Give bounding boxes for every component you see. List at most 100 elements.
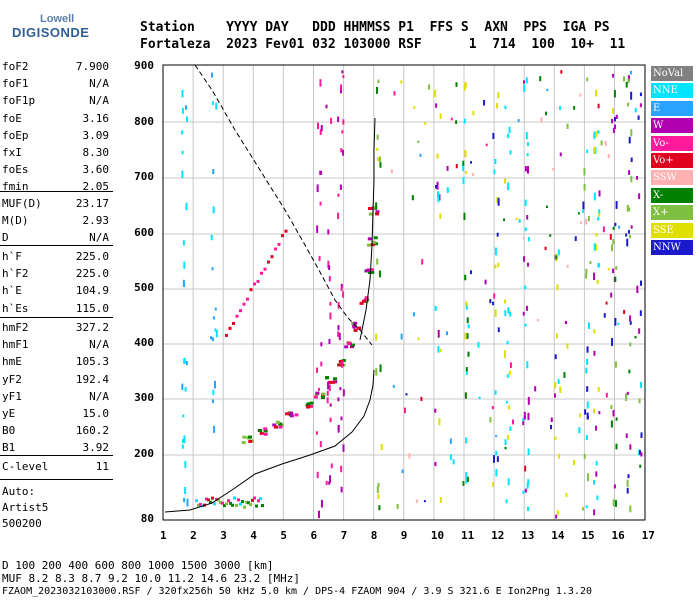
echo-mark — [326, 390, 329, 396]
echo-mark — [527, 479, 530, 486]
echo-mark — [630, 225, 633, 229]
echo-mark — [556, 510, 559, 515]
echo-mark — [536, 319, 539, 322]
auto-label: Auto: — [2, 485, 36, 498]
echo-mark — [316, 225, 319, 233]
param-name: hmF1 — [2, 338, 29, 352]
echo-mark — [508, 405, 511, 410]
echo-mark — [629, 70, 632, 75]
echo-mark — [439, 497, 442, 504]
echo-mark — [229, 501, 232, 505]
legend-item: SSW — [651, 170, 693, 186]
echo-mark — [181, 89, 184, 98]
echo-mark — [377, 494, 380, 500]
trace-dashed-curve — [194, 64, 373, 346]
echo-mark — [463, 212, 466, 220]
echo-mark — [614, 317, 617, 326]
echo-mark — [219, 500, 222, 504]
echo-mark — [342, 119, 345, 125]
echo-mark — [585, 268, 588, 276]
echo-mark — [455, 163, 458, 169]
echo-mark — [341, 359, 346, 363]
echo-mark — [638, 450, 641, 455]
echo-mark — [583, 167, 586, 176]
param-value: 192.4 — [75, 372, 109, 386]
echo-mark — [285, 412, 290, 416]
echo-mark — [465, 303, 468, 310]
echo-mark — [275, 420, 280, 424]
echo-mark — [184, 487, 187, 495]
echo-mark — [615, 417, 618, 421]
echo-mark — [361, 299, 366, 303]
echo-mark — [450, 117, 453, 121]
param-name: foF1 — [2, 77, 29, 91]
param-row: h`F2 225.0 — [2, 267, 109, 283]
echo-mark — [376, 147, 379, 151]
echo-mark — [438, 418, 441, 426]
echo-mark — [583, 453, 586, 459]
echo-mark — [602, 226, 605, 233]
param-name: h`F — [2, 250, 22, 263]
param-value: 3.09 — [82, 128, 110, 142]
echo-mark — [400, 80, 403, 84]
echo-mark — [342, 75, 345, 79]
echo-mark — [373, 242, 378, 246]
echo-mark — [377, 79, 380, 84]
echo-mark — [507, 434, 510, 440]
echo-mark — [587, 322, 590, 330]
echo-mark — [504, 350, 507, 359]
echo-mark — [449, 454, 452, 461]
echo-mark — [263, 432, 268, 436]
echo-mark — [627, 78, 630, 84]
echo-mark — [227, 499, 230, 503]
param-name: yF1 — [2, 389, 22, 403]
footer-info: FZAOM_2023032103000.RSF / 320fx256h 50 k… — [2, 586, 593, 597]
echo-mark — [181, 383, 184, 390]
echo-mark — [614, 276, 617, 283]
echo-mark — [524, 199, 527, 206]
echo-mark — [539, 76, 542, 82]
echo-mark — [408, 453, 411, 459]
x-tick-label: 16 — [611, 529, 625, 542]
echo-mark — [489, 299, 492, 304]
echo-mark — [327, 260, 330, 269]
echo-mark — [239, 309, 242, 313]
echo-mark — [217, 498, 220, 502]
echo-mark — [595, 233, 598, 237]
echo-mark — [638, 193, 641, 200]
echo-mark — [375, 86, 378, 94]
echo-mark — [614, 222, 617, 227]
echo-mark — [596, 280, 599, 285]
echo-mark — [341, 130, 344, 134]
echo-mark — [195, 499, 198, 503]
echo-mark — [507, 182, 510, 191]
echo-mark — [582, 201, 585, 210]
echo-mark — [321, 392, 326, 396]
echo-mark — [639, 464, 642, 468]
echo-mark — [638, 398, 641, 404]
echo-mark — [593, 509, 596, 516]
echo-mark — [465, 170, 468, 174]
y-tick-label: 200 — [134, 447, 154, 460]
echo-mark — [412, 312, 415, 317]
echo-mark — [640, 452, 643, 457]
echo-mark — [640, 432, 643, 436]
echo-mark — [313, 395, 318, 399]
echo-mark — [605, 301, 608, 305]
param-value: 23.17 — [75, 197, 109, 210]
echo-mark — [212, 101, 215, 105]
echo-mark — [463, 83, 466, 91]
echo-mark — [364, 300, 369, 304]
echo-mark — [463, 118, 466, 124]
echo-mark — [507, 133, 510, 139]
x-tick-label: 15 — [581, 529, 595, 542]
echo-mark — [317, 387, 320, 391]
echo-mark — [593, 243, 596, 251]
echo-mark — [586, 346, 589, 353]
echo-mark — [615, 201, 618, 209]
header-values: Fortaleza 2023 Fev01 032 103000 RSF 1 71… — [140, 37, 626, 52]
echo-mark — [593, 408, 596, 414]
echo-mark — [333, 380, 338, 384]
echo-mark — [630, 176, 633, 183]
echo-mark — [505, 499, 508, 504]
